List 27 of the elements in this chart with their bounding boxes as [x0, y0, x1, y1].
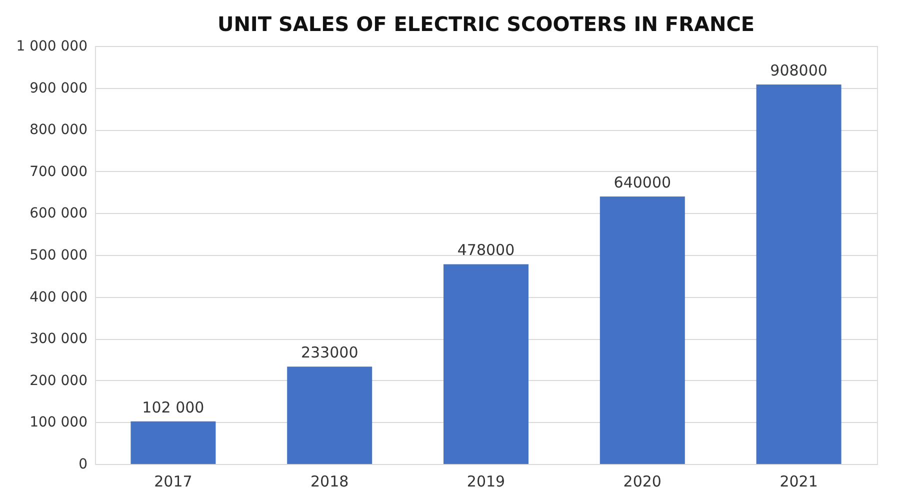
x-tick-label: 2020 — [623, 472, 662, 490]
bar — [756, 84, 842, 464]
data-label: 640000 — [614, 173, 672, 192]
chart-title: UNIT SALES OF ELECTRIC SCOOTERS IN FRANCE — [217, 12, 755, 36]
x-tick-label: 2018 — [310, 472, 349, 490]
data-label: 102 000 — [142, 398, 204, 416]
x-tick-label: 2019 — [466, 472, 506, 490]
y-tick-label: 0 — [78, 456, 88, 472]
bar — [130, 421, 216, 464]
y-tick-label: 800 000 — [30, 122, 88, 138]
y-tick-label: 100 000 — [30, 414, 88, 431]
y-tick-label: 1 000 000 — [16, 38, 88, 54]
data-label: 478000 — [457, 241, 515, 260]
bar — [444, 264, 528, 464]
y-tick-label: 200 000 — [30, 372, 88, 389]
bar — [287, 366, 372, 464]
bar — [600, 196, 685, 464]
data-label: 908000 — [770, 61, 828, 80]
y-tick-label: 500 000 — [30, 248, 88, 264]
y-tick-label: 700 000 — [30, 164, 88, 180]
y-tick-label: 400 000 — [30, 289, 88, 306]
x-tick-label: 2017 — [154, 472, 192, 490]
y-tick-label: 900 000 — [30, 80, 88, 96]
y-tick-label: 600 000 — [30, 206, 88, 222]
data-label: 233000 — [300, 344, 358, 362]
x-tick-label: 2021 — [780, 472, 818, 490]
y-tick-label: 300 000 — [30, 331, 88, 348]
